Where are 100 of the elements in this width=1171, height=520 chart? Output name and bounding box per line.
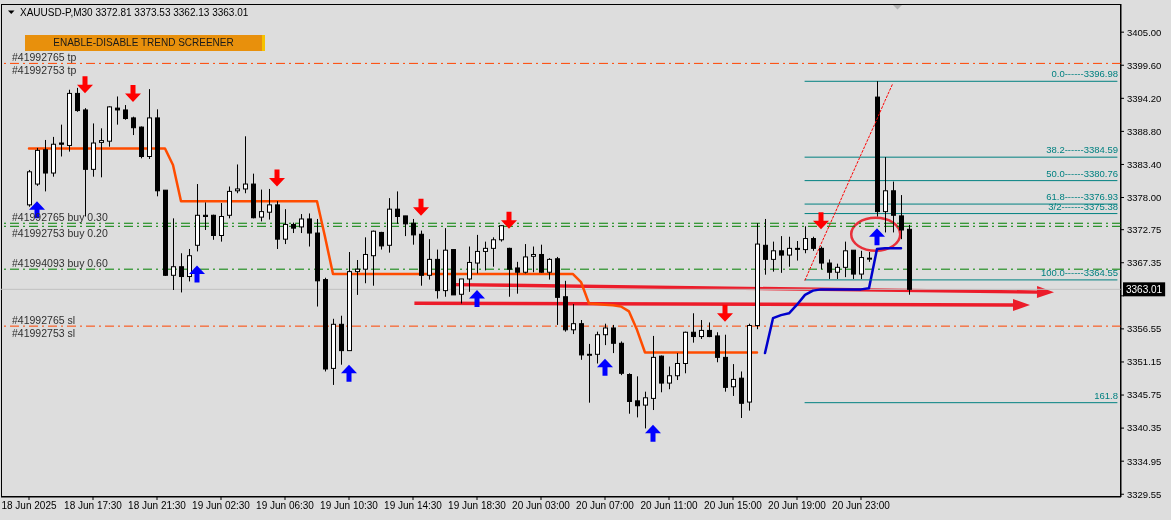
y-tick-label: 3383.40 (1127, 158, 1162, 170)
series-label: 161.8 (1094, 389, 1118, 401)
candlestick (883, 156, 888, 233)
x-tick-label: 20 Jun 07:00 (576, 500, 635, 512)
x-tick-label: 20 Jun 19:00 (768, 500, 827, 512)
candlestick (899, 194, 904, 240)
candlestick (763, 218, 768, 276)
x-tick-label: 19 Jun 18:30 (448, 500, 507, 512)
point (597, 358, 613, 376)
candlestick (299, 213, 304, 234)
x-tick-label: 18 Jun 21:30 (128, 500, 187, 512)
y-tick-label: 3394.20 (1127, 92, 1162, 104)
candlestick (259, 189, 264, 222)
series-label: 61.8------3376.93 (1046, 191, 1118, 203)
candlestick (411, 218, 416, 246)
candlestick (859, 250, 864, 280)
button[interactable]: ENABLE-DISABLE TREND SCREENER (25, 35, 265, 51)
candlestick (75, 87, 80, 113)
point (413, 198, 429, 216)
candlestick (235, 163, 240, 194)
candlestick (219, 202, 224, 243)
candlestick (779, 235, 784, 274)
candlestick (787, 236, 792, 268)
point (189, 265, 205, 283)
candlestick (691, 312, 696, 344)
candlestick (267, 188, 272, 221)
ref-line-label: #41992765 sl (12, 314, 76, 327)
candlestick (843, 241, 848, 278)
candlestick (851, 249, 856, 280)
x-tick-label: 20 Jun 11:00 (640, 500, 698, 512)
candlestick (459, 278, 464, 304)
candlestick (179, 252, 184, 293)
y-tick-label: 3388.80 (1127, 125, 1162, 137)
y-tick-label: 3345.75 (1127, 389, 1162, 401)
candlestick (595, 331, 600, 364)
candlestick (227, 186, 232, 219)
candlestick (803, 225, 808, 254)
series-label: 38.2------3384.59 (1046, 144, 1118, 156)
candlestick (699, 319, 704, 340)
candlestick (467, 246, 472, 293)
candlestick (99, 127, 104, 178)
candlestick (395, 190, 400, 225)
candlestick (795, 240, 800, 262)
y-tick-label: 3329.55 (1127, 488, 1162, 500)
ref-line-label: #41992753 buy 0.20 (12, 227, 108, 240)
candlestick (547, 257, 552, 281)
candlestick (643, 391, 648, 429)
candlestick (771, 241, 776, 273)
x-tick-label: 20 Jun 23:00 (832, 500, 891, 512)
candlestick (115, 95, 120, 126)
line-series (804, 82, 894, 281)
ref-line-label: #41992765 tp (12, 51, 77, 64)
point (813, 212, 829, 230)
y-tick-label: 3356.55 (1127, 323, 1162, 335)
x-tick-label: 19 Jun 14:30 (384, 500, 443, 512)
x-tick-label: 19 Jun 02:30 (192, 500, 251, 512)
candlestick (283, 208, 288, 245)
candlestick (827, 258, 832, 280)
candlestick (427, 238, 432, 281)
y-tick-label: 3378.00 (1127, 191, 1162, 203)
y-tick-label: 3372.75 (1127, 224, 1162, 236)
point (341, 364, 357, 382)
candlestick (203, 201, 208, 231)
series-label: 0.0------3396.98 (1051, 68, 1118, 80)
chart-title: XAUUSD-P,M30 3372.81 3373.53 3362.13 3363.01 (20, 7, 249, 18)
x-tick-label: 18 Jun 2025 (1, 500, 57, 512)
x-tick-label: 18 Jun 17:30 (64, 500, 123, 512)
candlestick (531, 246, 536, 273)
y-tick-label: 3340.35 (1127, 422, 1162, 434)
candlestick (635, 375, 640, 418)
candlestick (515, 261, 520, 295)
candlestick (611, 324, 616, 354)
y-tick-label: 3399.60 (1127, 59, 1162, 71)
series-label: 100.0------3364.55 (1040, 266, 1118, 278)
candlestick (475, 234, 480, 274)
point (717, 304, 733, 322)
ref-line-label: #41992765 buy 0.30 (12, 211, 108, 224)
series-label: 50.0------3380.76 (1046, 167, 1118, 179)
point (469, 290, 485, 308)
point (269, 169, 285, 187)
candlestick (675, 352, 680, 381)
ref-line-label: #41994093 buy 0.60 (12, 257, 108, 270)
candlestick (59, 124, 64, 157)
y-tick-label: 3334.95 (1127, 455, 1162, 467)
y-tick-label: 3405.00 (1127, 26, 1162, 38)
candlestick (539, 244, 544, 274)
annotation: #41992753 tp (12, 64, 77, 77)
candlestick (603, 323, 608, 346)
candlestick (403, 215, 408, 237)
candlestick (43, 139, 48, 192)
x-tick-label: 20 Jun 03:00 (512, 500, 571, 512)
candlestick (483, 241, 488, 271)
candlestick (667, 366, 672, 390)
candlestick (355, 259, 360, 296)
candlestick (211, 214, 216, 241)
x-tick-label: 20 Jun 15:00 (704, 500, 763, 512)
candlestick (731, 363, 736, 397)
annotation: #41992753 sl (12, 327, 76, 340)
candlestick (171, 217, 176, 291)
line-series (763, 247, 903, 355)
